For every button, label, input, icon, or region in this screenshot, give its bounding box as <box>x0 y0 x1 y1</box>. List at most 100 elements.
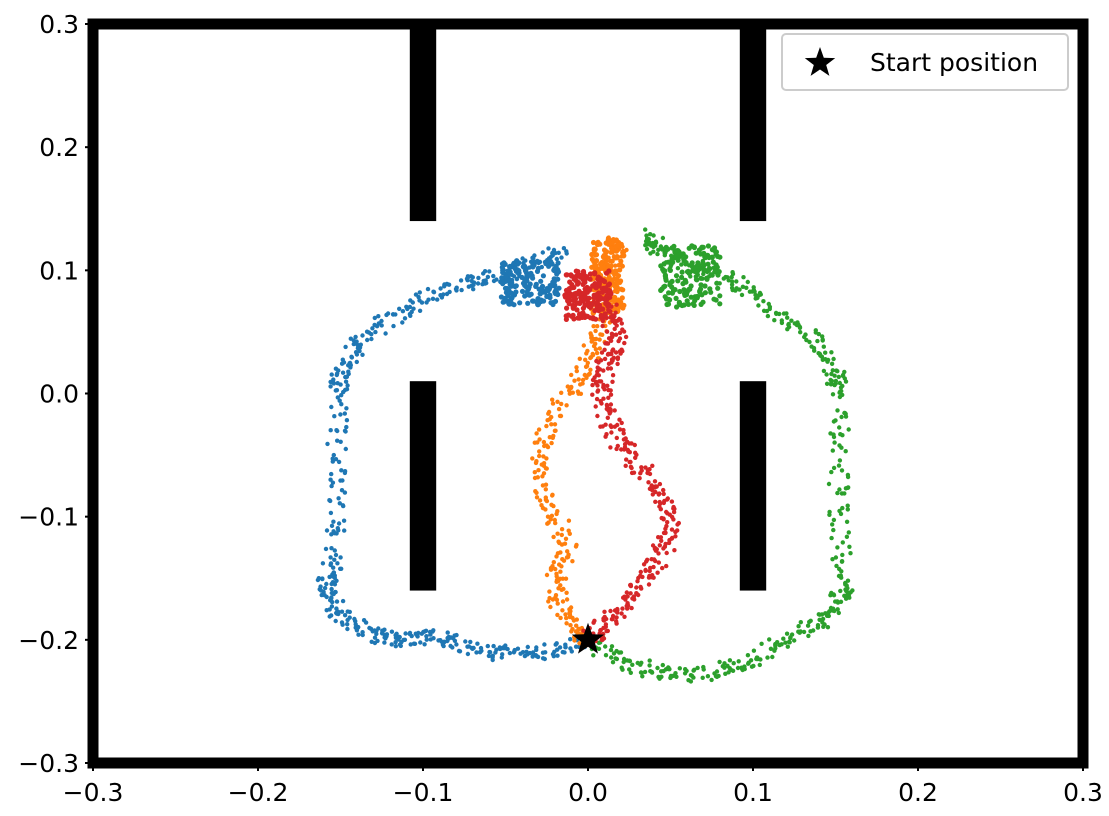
trajectory-point <box>340 503 346 508</box>
trajectory-point <box>746 660 751 665</box>
trajectory-point <box>647 658 652 663</box>
trajectory-point <box>544 572 550 578</box>
trajectory-point <box>669 499 675 504</box>
trajectory-point <box>582 279 588 285</box>
trajectory-point <box>335 609 340 614</box>
x-tick-label: −0.1 <box>393 778 454 807</box>
trajectory-point <box>339 488 345 493</box>
trajectory-point <box>603 300 609 306</box>
trajectory-point <box>820 620 825 625</box>
trajectory-point <box>507 263 513 269</box>
trajectory-point <box>327 614 332 619</box>
trajectory-point <box>839 491 845 496</box>
trajectory-point <box>589 256 596 262</box>
trajectory-point <box>531 255 536 261</box>
trajectory-point <box>453 286 459 292</box>
trajectory-point <box>693 250 699 256</box>
trajectory-point <box>835 607 840 612</box>
trajectory-point <box>597 379 602 384</box>
trajectory-point <box>623 463 628 468</box>
trajectory-point <box>568 623 573 628</box>
trajectory-point <box>343 379 349 384</box>
trajectory-point <box>815 625 821 630</box>
trajectory-point <box>693 276 700 283</box>
trajectory-point <box>715 285 721 291</box>
trajectory-point <box>546 246 551 251</box>
trajectory-point <box>745 279 750 285</box>
trajectory-point <box>717 254 723 260</box>
trajectory-point <box>333 457 339 462</box>
trajectory-point <box>425 286 431 292</box>
trajectory-point <box>372 635 378 640</box>
trajectory-point <box>617 267 623 273</box>
trajectory-point <box>784 631 790 636</box>
trajectory-point <box>846 530 851 535</box>
trajectory-point <box>525 644 530 650</box>
trajectory-point <box>501 260 507 266</box>
trajectory-point <box>833 418 838 423</box>
trajectory-point <box>815 338 820 344</box>
trajectory-point <box>530 654 535 659</box>
trajectory-point <box>657 499 662 505</box>
trajectory-point <box>645 468 651 473</box>
trajectory-point <box>694 294 701 300</box>
trajectory-point <box>581 628 586 633</box>
trajectory-point <box>667 537 672 543</box>
trajectory-point <box>517 300 523 306</box>
trajectory-point <box>840 505 845 511</box>
trajectory-point <box>349 354 354 359</box>
trajectory-point <box>546 599 551 604</box>
trajectory-point <box>519 288 526 294</box>
trajectory-point <box>333 366 339 371</box>
trajectory-point <box>846 485 851 490</box>
trajectory-point <box>360 352 365 357</box>
trajectory-point <box>339 609 345 614</box>
trajectory-point <box>657 543 662 548</box>
trajectory-point <box>602 278 608 285</box>
trajectory-point <box>329 581 334 587</box>
trajectory-point <box>826 481 832 487</box>
trajectory-point <box>389 629 395 634</box>
trajectory-point <box>840 540 845 545</box>
trajectory-point <box>608 608 613 614</box>
trajectory-point <box>756 292 762 298</box>
trajectory-point <box>557 562 562 567</box>
trajectory-point <box>445 630 450 635</box>
trajectory-point <box>332 531 337 536</box>
trajectory-point <box>556 539 561 544</box>
trajectory-point <box>537 498 543 503</box>
trajectory-point <box>354 339 359 344</box>
trajectory-point <box>577 641 582 646</box>
trajectory-point <box>710 259 716 265</box>
trajectory-point <box>555 531 560 536</box>
trajectory-point <box>744 285 749 290</box>
trajectory-point <box>649 483 654 488</box>
trajectory-point <box>353 350 359 355</box>
trajectory-point <box>419 300 425 305</box>
trajectory-point <box>722 661 727 666</box>
trajectory-point <box>330 480 336 485</box>
trajectory-point <box>835 599 840 604</box>
trajectory-point <box>547 283 553 289</box>
trajectory-point <box>602 387 607 392</box>
trajectory-point <box>587 271 594 277</box>
trajectory-point <box>338 439 343 444</box>
trajectory-point <box>698 251 704 257</box>
trajectory-point <box>714 669 720 674</box>
trajectory-point <box>610 379 615 384</box>
trajectory-point <box>397 306 402 311</box>
trajectory-point <box>540 650 546 655</box>
trajectory-point <box>515 646 521 651</box>
trajectory-point <box>619 611 624 616</box>
trajectory-point <box>536 468 541 473</box>
trajectory-point <box>591 246 597 252</box>
trajectory-point <box>662 273 669 279</box>
trajectory-point <box>397 642 403 647</box>
trajectory-point <box>736 659 741 664</box>
trajectory-point <box>779 318 784 323</box>
trajectory-point <box>520 280 527 286</box>
trajectory-point <box>547 595 552 601</box>
trajectory-point <box>537 453 542 459</box>
trajectory-point <box>665 520 670 525</box>
trajectory-point <box>543 497 549 502</box>
